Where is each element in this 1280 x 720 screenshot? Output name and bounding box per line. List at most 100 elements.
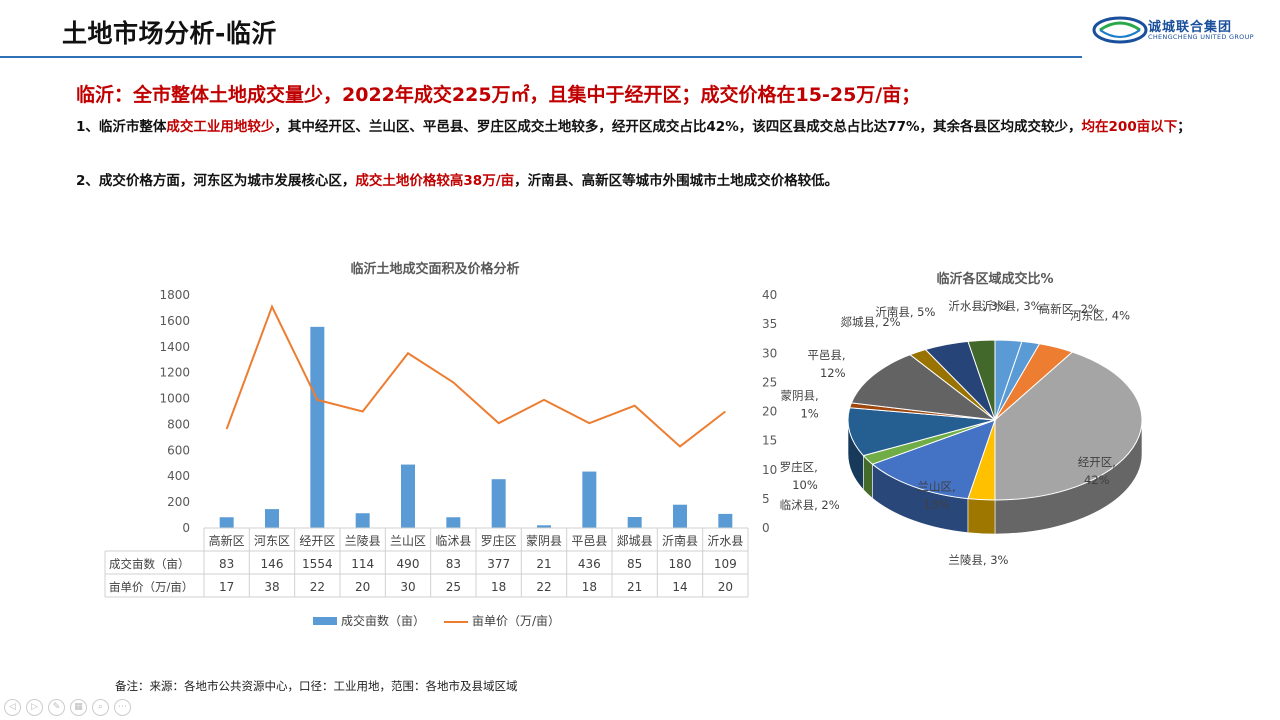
pie-slice [967, 419, 996, 501]
bar-平邑县 [582, 471, 597, 528]
bar-蒙阴县 [537, 525, 551, 528]
pie-label: 高新区, 2% [1039, 302, 1099, 316]
table-cell-area: 83 [219, 557, 234, 571]
pie-label: 沂水县, 3% [982, 299, 1042, 313]
bar-经开区 [310, 326, 325, 528]
company-logo-icon [1092, 16, 1148, 44]
pie-slice-side [872, 463, 969, 533]
title-divider [0, 56, 1082, 58]
pie-label: 郯城县, 2% [841, 315, 901, 329]
pie-chart-title: 临沂各区域成交比% [936, 272, 1054, 287]
y-left-tick-label: 400 [167, 469, 190, 483]
category-label: 高新区 [209, 533, 245, 548]
bar-郯城县 [627, 516, 642, 528]
table-cell-price: 20 [718, 580, 733, 594]
pie-label: 兰山区, 13% [917, 480, 955, 512]
table-row-label-price: 亩单价（万/亩） [109, 580, 193, 594]
table-cell-area: 436 [578, 557, 601, 571]
bar-沂水县 [718, 513, 733, 528]
pie-label: 河东区, 4% [1070, 309, 1130, 323]
y-left-tick-label: 1000 [159, 392, 190, 406]
pie-label: 经开区, 42% [1078, 455, 1116, 487]
pie-slice-side [994, 419, 1143, 535]
table-cell-price: 17 [219, 580, 234, 594]
y-right-tick-label: 35 [762, 317, 777, 331]
slide-nav-controls: ◁ ▷ ✎ ▦ ⌕ ⋯ [4, 699, 131, 716]
bar-高新区 [219, 517, 234, 528]
category-label: 兰山区 [390, 534, 426, 548]
category-label: 平邑县 [571, 534, 607, 548]
category-label: 郯城县 [617, 534, 653, 548]
legend-bar-label: 成交亩数（亩） [341, 613, 425, 628]
bar-沂南县 [673, 504, 687, 528]
table-cell-price: 20 [355, 580, 370, 594]
pie-label: 沂水县, 3% [948, 299, 1008, 313]
pie-slice [862, 419, 996, 465]
table-cell-price: 21 [627, 580, 642, 594]
table-cell-area: 85 [627, 557, 642, 571]
p2-text-1: 2、成交价格方面，河东区为城市发展核心区， [76, 173, 356, 189]
category-label: 沂水县 [707, 534, 743, 548]
pie-slice [924, 340, 996, 421]
nav-prev-icon[interactable]: ◁ [4, 699, 21, 716]
table-cell-price: 18 [491, 580, 506, 594]
y-right-tick-label: 40 [762, 288, 777, 302]
y-right-tick-label: 5 [762, 492, 770, 506]
category-label: 兰陵县 [345, 534, 381, 548]
p2-highlight-1: 成交土地价格较高38万/亩 [355, 173, 515, 189]
nav-next-icon[interactable]: ▷ [26, 699, 43, 716]
category-label: 沂南县 [662, 533, 698, 548]
table-cell-price: 14 [672, 580, 687, 594]
bar-河东区 [265, 509, 279, 528]
table-cell-area: 21 [536, 557, 551, 571]
table-cell-area: 114 [351, 557, 374, 571]
zoom-icon[interactable]: ⌕ [92, 699, 109, 716]
pie-slice [850, 354, 997, 421]
table-cell-price: 22 [536, 580, 551, 594]
pie-label: 沂南县, 5% [875, 305, 935, 319]
logo-subtitle: CHENGCHENG UNITED GROUP [1148, 33, 1254, 41]
y-right-tick-label: 30 [762, 346, 777, 360]
more-icon[interactable]: ⋯ [114, 699, 131, 716]
table-cell-price: 30 [400, 580, 415, 594]
y-left-tick-label: 200 [167, 495, 190, 509]
y-right-tick-label: 0 [762, 521, 770, 535]
table-cell-area: 1554 [302, 557, 333, 571]
price-line [225, 304, 726, 448]
table-cell-area: 377 [487, 557, 510, 571]
pie-slice [871, 419, 996, 500]
paragraph-2: 2、成交价格方面，河东区为城市发展核心区，成交土地价格较高38万/亩，沂南县、高… [76, 168, 1206, 195]
y-left-tick-label: 0 [182, 521, 190, 535]
pie-slice [909, 348, 996, 421]
y-left-tick-label: 600 [167, 443, 190, 457]
legend-bar-swatch [313, 617, 337, 625]
y-right-tick-label: 10 [762, 463, 777, 477]
bar-兰山区 [401, 464, 415, 528]
slides-icon[interactable]: ▦ [70, 699, 87, 716]
p1-text-1: 1、临沂市整体 [76, 119, 167, 135]
logo-text: 诚城联合集团 [1148, 20, 1233, 35]
pie-slice [994, 340, 1041, 421]
bar-兰陵县 [355, 513, 370, 528]
y-left-tick-label: 1600 [159, 314, 190, 328]
y-left-tick-label: 800 [167, 417, 190, 431]
bar-临沭县 [446, 517, 461, 528]
page-title: 土地市场分析-临沂 [62, 19, 277, 48]
category-label: 蒙阴县 [526, 534, 562, 548]
pen-icon[interactable]: ✎ [48, 699, 65, 716]
table-cell-price: 25 [446, 580, 461, 594]
p1-highlight-2: 均在200亩以下 [1081, 119, 1178, 135]
pie-label: 临沭县, 2% [780, 498, 840, 512]
pie-slice [994, 339, 1023, 421]
pie-slice [847, 407, 996, 457]
category-label: 经开区 [299, 534, 335, 548]
legend-line-label: 亩单价（万/亩） [472, 613, 560, 628]
table-cell-area: 146 [261, 557, 284, 571]
pie-label: 罗庄区, 10% [780, 460, 818, 492]
table-cell-price: 38 [264, 580, 279, 594]
y-right-tick-label: 25 [762, 375, 777, 389]
p2-text-2: ，沂南县、高新区等城市外围城市土地成交价格较低。 [514, 173, 839, 189]
y-right-tick-label: 20 [762, 405, 777, 419]
p1-text-2: ，其中经开区、兰山区、平邑县、罗庄区成交土地较多，经开区成交占比42%，该四区县… [274, 119, 1082, 135]
